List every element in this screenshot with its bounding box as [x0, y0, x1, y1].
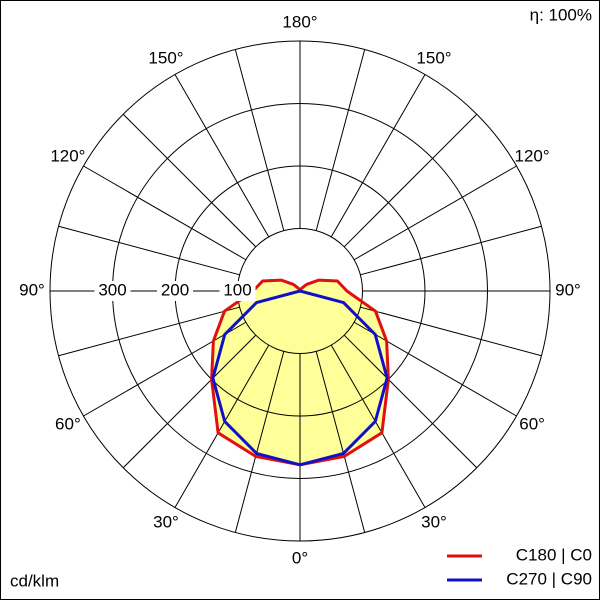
spoke: [122, 113, 257, 248]
spoke: [330, 344, 426, 508]
spoke: [315, 49, 366, 231]
angle-label: 90°: [555, 280, 581, 299]
spoke: [315, 351, 366, 533]
efficiency-annotation: η: 100%: [530, 5, 592, 24]
spoke: [360, 306, 542, 357]
spoke: [83, 165, 247, 261]
legend-label: C180 | C0: [516, 545, 592, 564]
angle-label: 120°: [50, 146, 85, 165]
angle-label: 60°: [55, 414, 81, 433]
spoke: [83, 321, 247, 417]
spoke: [330, 74, 426, 238]
unit-label: cd/klm: [10, 571, 59, 590]
spoke: [174, 74, 270, 238]
angle-label: 0°: [292, 548, 308, 567]
spoke: [174, 344, 270, 508]
angle-label: 120°: [515, 146, 550, 165]
ring-label: 200: [161, 280, 189, 299]
spoke: [353, 321, 517, 417]
angle-label: 180°: [282, 12, 317, 31]
series-line: [211, 289, 301, 467]
ring-label: 300: [98, 280, 126, 299]
legend-label: C270 | C90: [506, 569, 592, 588]
angle-label: 30°: [421, 513, 447, 532]
angle-label: 150°: [148, 48, 183, 67]
spoke: [353, 165, 517, 261]
series-line: [299, 289, 389, 467]
angle-label: 90°: [19, 280, 45, 299]
ring-label-bg: [157, 281, 193, 301]
ring-label-bg: [94, 281, 131, 301]
spoke: [343, 334, 478, 469]
ring-label: 100: [223, 280, 251, 299]
spoke: [58, 225, 240, 276]
spoke: [122, 334, 257, 469]
spoke: [360, 225, 542, 276]
angle-label: 150°: [416, 48, 451, 67]
spoke: [234, 351, 285, 533]
series-line: [298, 278, 390, 467]
angle-label: 30°: [153, 513, 179, 532]
spoke: [234, 49, 285, 231]
spoke: [58, 306, 240, 357]
ring-label-bg: [219, 281, 256, 301]
angle-label: 60°: [519, 414, 545, 433]
spoke: [343, 113, 478, 248]
